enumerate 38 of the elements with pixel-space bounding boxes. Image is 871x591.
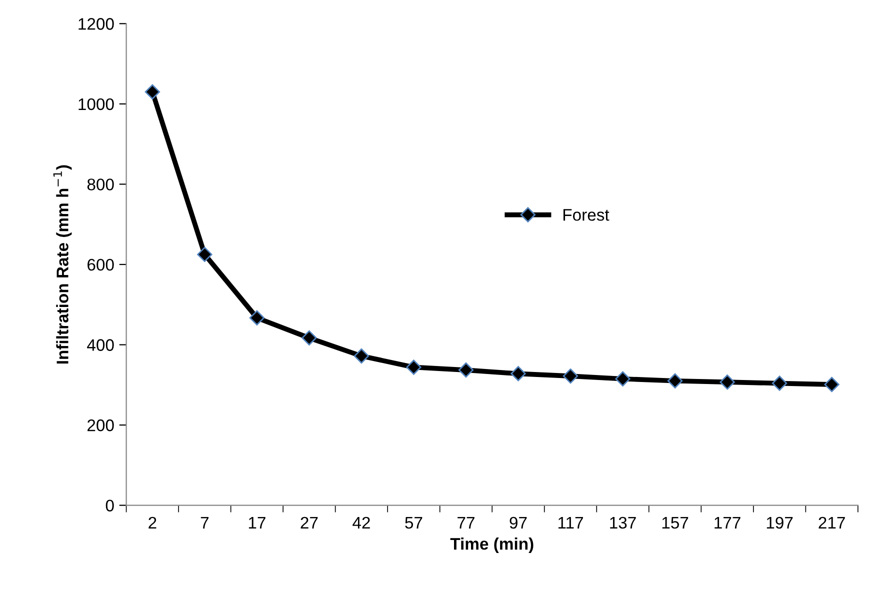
x-tick-label: 27: [300, 516, 318, 528]
point: [197, 246, 212, 262]
x-tick-label: 17: [248, 517, 266, 528]
y-tick-label: 800: [87, 178, 114, 190]
y-tick-label: 600: [88, 258, 114, 271]
x-tick-label: 2: [148, 516, 156, 528]
x-tick-label: 7: [200, 517, 208, 528]
x-tick-label: 117: [558, 517, 583, 528]
point: [510, 366, 526, 382]
point: [354, 348, 370, 364]
point: [458, 362, 474, 378]
point: [667, 373, 683, 388]
x-tick-label: 97: [510, 516, 527, 529]
y-tick-label: 400: [87, 339, 114, 351]
y-tick-label: 1200: [78, 18, 114, 30]
y-tick-label: 200: [88, 419, 114, 432]
point: [562, 368, 578, 384]
x-tick-label: 57: [405, 517, 422, 529]
x-tick-label: 157: [662, 517, 688, 529]
x-tick-label: 77: [458, 517, 474, 528]
x-tick-label: 42: [352, 516, 370, 528]
point: [824, 376, 840, 392]
y-tick-label: 1000: [78, 98, 114, 110]
legend-label: Forest: [563, 209, 610, 221]
point: [615, 371, 630, 386]
point: [144, 84, 160, 100]
point: [720, 374, 735, 390]
y-tick-label: 0: [106, 500, 114, 512]
point: [772, 376, 788, 391]
point: [249, 310, 265, 326]
x-axis-title: Time (min): [450, 538, 534, 554]
point: [302, 330, 317, 346]
x-tick-label: 197: [766, 516, 793, 529]
x-tick-label: 217: [818, 516, 845, 528]
point: [406, 360, 422, 375]
y-axis-title: Infiltration Rate (mm h$^{−1}$): [53, 165, 72, 364]
x-tick-label: 177: [714, 517, 740, 528]
x-tick-label: 137: [610, 516, 636, 529]
